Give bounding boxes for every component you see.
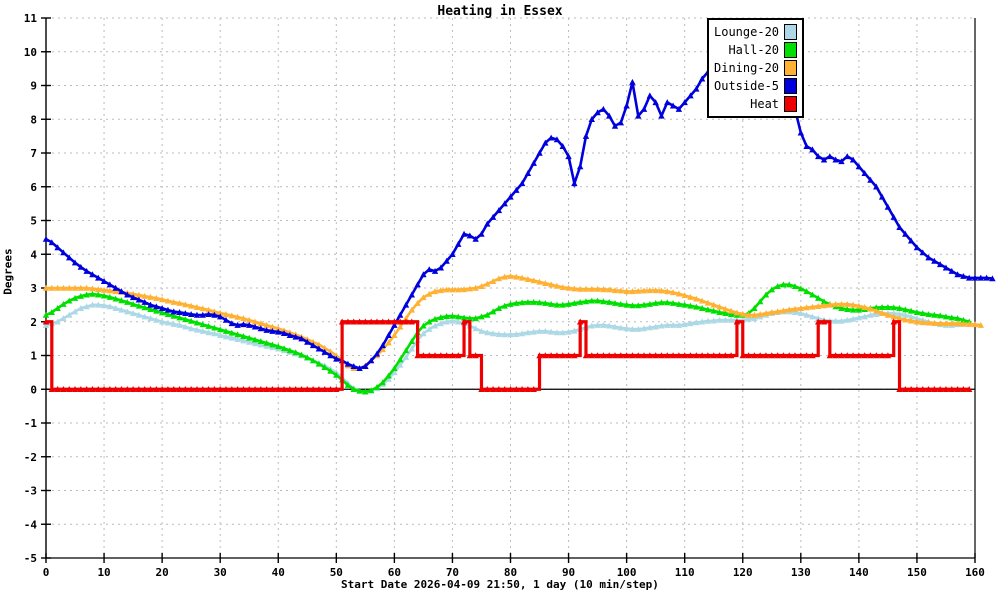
svg-text:80: 80: [504, 566, 517, 579]
svg-text:20: 20: [156, 566, 169, 579]
data-series: [42, 55, 996, 395]
legend-color-swatch: [784, 96, 798, 112]
svg-text:10: 10: [24, 46, 37, 59]
svg-text:30: 30: [214, 566, 227, 579]
legend-label: Outside-5: [714, 79, 780, 93]
svg-text:60: 60: [388, 566, 401, 579]
svg-text:1: 1: [30, 350, 37, 363]
legend-item-hall-20[interactable]: Hall-20: [714, 41, 798, 59]
svg-text:3: 3: [30, 282, 37, 295]
svg-text:8: 8: [30, 113, 37, 126]
svg-text:-5: -5: [24, 552, 37, 565]
legend-label: Dining-20: [714, 61, 780, 75]
svg-text:7: 7: [30, 147, 37, 160]
svg-text:140: 140: [849, 566, 869, 579]
svg-text:-3: -3: [24, 485, 37, 498]
axis-lines: [41, 17, 976, 563]
legend-label: Heat: [750, 97, 780, 111]
svg-text:0: 0: [43, 566, 50, 579]
svg-text:120: 120: [733, 566, 753, 579]
svg-text:-2: -2: [24, 451, 37, 464]
legend-item-dining-20[interactable]: Dining-20: [714, 59, 798, 77]
legend-label: Hall-20: [728, 43, 780, 57]
legend-color-swatch: [784, 24, 798, 40]
svg-text:70: 70: [446, 566, 459, 579]
svg-text:5: 5: [30, 215, 37, 228]
svg-text:110: 110: [675, 566, 695, 579]
svg-text:130: 130: [791, 566, 811, 579]
svg-text:11: 11: [24, 12, 38, 25]
legend-item-outside-5[interactable]: Outside-5: [714, 77, 798, 95]
svg-text:160: 160: [965, 566, 985, 579]
grid-lines: [46, 17, 976, 559]
svg-text:-1: -1: [24, 417, 38, 430]
svg-text:10: 10: [97, 566, 110, 579]
legend-item-lounge-20[interactable]: Lounge-20: [714, 23, 798, 41]
svg-text:6: 6: [30, 181, 37, 194]
svg-text:50: 50: [330, 566, 343, 579]
legend-color-swatch: [784, 78, 798, 94]
legend-color-swatch: [784, 60, 798, 76]
svg-text:150: 150: [907, 566, 927, 579]
legend-item-heat[interactable]: Heat: [714, 95, 798, 113]
svg-text:90: 90: [562, 566, 575, 579]
svg-text:40: 40: [272, 566, 285, 579]
chart-title: Heating in Essex: [437, 4, 563, 19]
svg-text:0: 0: [30, 383, 37, 396]
svg-text:9: 9: [30, 80, 37, 93]
x-axis-label: Start Date 2026-04-09 21:50, 1 day (10 m…: [341, 578, 659, 591]
svg-text:-4: -4: [24, 518, 38, 531]
legend-label: Lounge-20: [714, 25, 780, 39]
svg-text:4: 4: [30, 248, 37, 261]
svg-text:2: 2: [30, 316, 37, 329]
svg-text:100: 100: [617, 566, 637, 579]
chart-legend: Lounge-20 Hall-20 Dining-20 Outside-5 Heat: [707, 18, 805, 118]
legend-color-swatch: [784, 42, 798, 58]
